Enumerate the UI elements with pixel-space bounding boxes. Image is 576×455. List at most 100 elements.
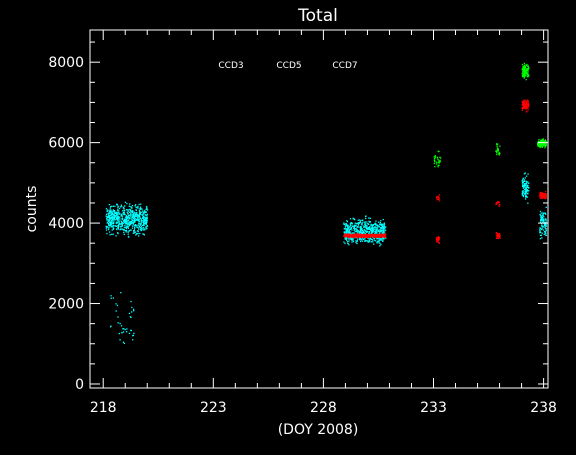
data-point-ccd3 — [144, 222, 146, 224]
data-point-ccd3 — [138, 226, 141, 228]
data-point-ccd3 — [542, 219, 544, 221]
data-point-ccd5 — [528, 67, 530, 70]
data-point-ccd3 — [523, 183, 526, 185]
data-point-ccd3 — [133, 229, 135, 232]
data-point-ccd7 — [355, 233, 358, 236]
data-point-ccd3 — [117, 208, 119, 210]
data-point-ccd5 — [433, 156, 435, 158]
data-point-ccd7 — [370, 234, 372, 236]
data-point-ccd3 — [130, 220, 133, 222]
data-point-ccd3 — [359, 221, 362, 223]
data-point-ccd3 — [133, 230, 135, 233]
data-point-ccd3 — [146, 226, 148, 228]
data-point-ccd5 — [527, 65, 529, 68]
data-point-ccd3 — [361, 240, 364, 242]
data-point-ccd3 — [362, 230, 365, 232]
data-point-ccd3 — [139, 214, 141, 216]
data-point-ccd5 — [537, 145, 539, 147]
data-point-ccd5 — [439, 160, 441, 162]
data-point-ccd5 — [523, 72, 526, 74]
data-point-ccd7 — [539, 192, 541, 195]
data-point-ccd5 — [540, 139, 542, 142]
data-point-ccd3 — [543, 221, 546, 223]
data-point-ccd3 — [120, 325, 123, 327]
data-point-ccd3 — [361, 222, 363, 224]
data-point-ccd5 — [498, 154, 500, 156]
data-point-ccd3 — [144, 210, 146, 212]
data-point-ccd7 — [438, 241, 440, 243]
data-point-ccd3 — [118, 212, 120, 214]
data-point-ccd7 — [365, 235, 368, 237]
data-point-ccd3 — [541, 232, 543, 234]
data-point-ccd7 — [544, 195, 546, 197]
data-point-ccd3 — [543, 216, 545, 218]
data-point-ccd5 — [523, 76, 525, 78]
data-point-ccd3 — [359, 220, 362, 222]
data-point-ccd3 — [130, 209, 132, 211]
data-point-ccd3 — [134, 220, 136, 222]
data-point-ccd5 — [537, 144, 539, 146]
data-point-ccd3 — [114, 217, 116, 219]
data-point-ccd7 — [365, 234, 367, 236]
data-point-ccd7 — [348, 235, 350, 237]
data-point-ccd7 — [527, 109, 529, 111]
data-point-ccd3 — [128, 205, 130, 207]
data-point-ccd5 — [523, 77, 525, 79]
data-point-ccd7 — [381, 234, 383, 236]
data-point-ccd3 — [139, 211, 141, 213]
data-point-ccd3 — [114, 211, 116, 213]
data-point-ccd3 — [380, 239, 382, 241]
data-point-ccd3 — [127, 223, 130, 225]
data-point-ccd3 — [105, 229, 108, 231]
data-point-ccd3 — [346, 228, 348, 230]
data-point-ccd3 — [140, 224, 142, 226]
data-point-ccd3 — [377, 225, 379, 227]
data-point-ccd3 — [346, 221, 349, 223]
data-point-ccd7 — [437, 199, 439, 201]
data-point-ccd3 — [347, 240, 349, 243]
data-point-ccd7 — [526, 102, 528, 105]
data-point-ccd7 — [527, 101, 529, 103]
data-point-ccd3 — [145, 208, 147, 211]
data-point-ccd3 — [132, 334, 135, 336]
data-point-ccd3 — [128, 229, 130, 232]
data-point-ccd3 — [539, 238, 541, 240]
data-point-ccd7 — [378, 233, 380, 236]
data-point-ccd7 — [381, 233, 383, 235]
data-point-ccd3 — [359, 232, 362, 234]
data-point-ccd5 — [497, 149, 499, 151]
data-point-ccd3 — [123, 233, 125, 236]
data-point-ccd3 — [144, 229, 146, 231]
data-point-ccd3 — [132, 210, 134, 213]
x-axis-label: (DOY 2008) — [278, 422, 359, 438]
data-point-ccd3 — [130, 212, 132, 214]
data-point-ccd5 — [544, 147, 546, 149]
data-point-ccd3 — [375, 220, 377, 222]
data-point-ccd3 — [372, 241, 374, 243]
data-point-ccd5 — [437, 166, 439, 168]
data-point-ccd7 — [545, 196, 547, 198]
data-point-ccd5 — [438, 164, 440, 166]
data-point-ccd3 — [360, 226, 362, 228]
data-point-ccd7 — [526, 105, 529, 108]
data-point-ccd3 — [351, 229, 353, 231]
data-point-ccd3 — [540, 219, 543, 222]
data-point-ccd7 — [382, 236, 384, 238]
data-point-ccd3 — [365, 226, 367, 228]
data-point-ccd5 — [496, 145, 498, 147]
data-point-ccd3 — [526, 185, 529, 188]
data-point-ccd3 — [126, 331, 128, 333]
data-point-ccd7 — [498, 233, 500, 235]
data-point-ccd3 — [114, 214, 116, 216]
data-point-ccd3 — [545, 213, 547, 215]
data-point-ccd3 — [343, 241, 345, 243]
data-point-ccd3 — [126, 225, 128, 227]
data-point-ccd3 — [143, 218, 145, 220]
data-point-ccd3 — [364, 229, 366, 232]
data-point-ccd7 — [496, 234, 499, 236]
data-point-ccd7 — [349, 235, 352, 237]
data-point-ccd3 — [125, 214, 128, 217]
data-point-ccd3 — [132, 216, 134, 218]
data-point-ccd5 — [496, 149, 498, 151]
data-point-ccd3 — [112, 210, 114, 212]
